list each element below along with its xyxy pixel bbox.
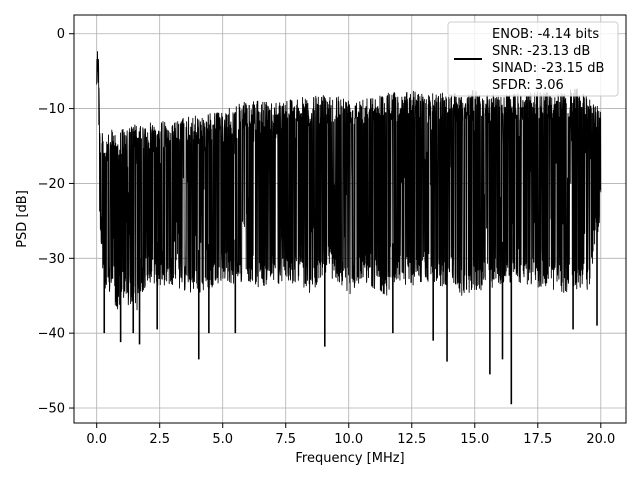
legend-entry-sfdr: SFDR: 3.06 — [492, 78, 564, 93]
y-tick-label: 0 — [57, 27, 65, 42]
psd-series — [96, 51, 602, 405]
x-tick-label: 2.5 — [149, 432, 170, 447]
y-tick-label: −30 — [38, 252, 65, 267]
x-tick-label: 17.5 — [523, 432, 552, 447]
y-axis-ticks: 0 −10 −20 −30 −40 −50 — [38, 27, 74, 417]
x-tick-label: 12.5 — [397, 432, 426, 447]
x-tick-label: 10.0 — [334, 432, 363, 447]
x-axis-label: Frequency [MHz] — [295, 451, 404, 466]
x-tick-label: 5.0 — [212, 432, 233, 447]
legend-entry-sinad: SINAD: -23.15 dB — [492, 61, 604, 76]
y-tick-label: −40 — [38, 327, 65, 342]
legend-entry-enob: ENOB: -4.14 bits — [492, 27, 599, 42]
y-tick-label: −20 — [38, 177, 65, 192]
x-tick-label: 7.5 — [275, 432, 296, 447]
plot-area — [96, 51, 602, 405]
y-tick-label: −50 — [38, 402, 65, 417]
x-tick-label: 0.0 — [86, 432, 107, 447]
legend-box — [447, 21, 619, 97]
x-axis-ticks: 0.0 2.5 5.0 7.5 10.0 12.5 15.0 17.5 20.0 — [86, 423, 615, 447]
x-tick-label: 20.0 — [586, 432, 615, 447]
psd-trace — [96, 51, 602, 311]
y-tick-label: −10 — [38, 102, 65, 117]
y-axis-label: PSD [dB] — [15, 190, 30, 248]
legend: ENOB: -4.14 bits SNR: -23.13 dB SINAD: -… — [447, 21, 619, 97]
plot-frame — [73, 14, 627, 424]
legend-entry-snr: SNR: -23.13 dB — [492, 44, 590, 59]
x-tick-label: 15.0 — [460, 432, 489, 447]
